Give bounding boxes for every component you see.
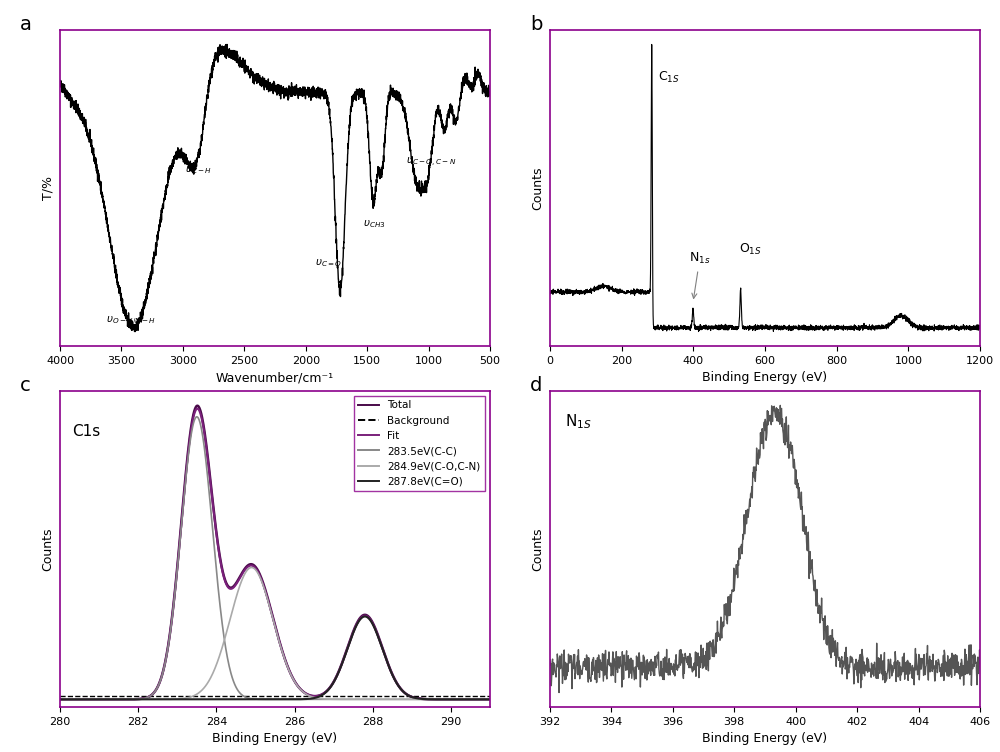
Text: $\upsilon_{C=O}$: $\upsilon_{C=O}$ xyxy=(315,258,343,269)
Text: C1s: C1s xyxy=(72,423,100,438)
X-axis label: Wavenumber/cm⁻¹: Wavenumber/cm⁻¹ xyxy=(216,371,334,384)
Text: b: b xyxy=(530,15,542,34)
Y-axis label: Counts: Counts xyxy=(41,527,54,571)
Text: O$_{1S}$: O$_{1S}$ xyxy=(739,242,762,257)
Text: $\upsilon_{O-H/N-H}$: $\upsilon_{O-H/N-H}$ xyxy=(106,315,156,328)
Text: $\upsilon_{C-O,C-N}$: $\upsilon_{C-O,C-N}$ xyxy=(406,156,456,169)
X-axis label: Binding Energy (eV): Binding Energy (eV) xyxy=(702,732,828,745)
Text: $\upsilon_{C-H}$: $\upsilon_{C-H}$ xyxy=(185,164,212,176)
Text: $\upsilon_{CH3}$: $\upsilon_{CH3}$ xyxy=(363,218,386,230)
Text: c: c xyxy=(20,376,31,395)
X-axis label: Binding Energy (eV): Binding Energy (eV) xyxy=(702,371,828,384)
Y-axis label: T/%: T/% xyxy=(41,176,54,200)
Text: N$_{1S}$: N$_{1S}$ xyxy=(565,412,592,431)
X-axis label: Binding Energy (eV): Binding Energy (eV) xyxy=(212,732,338,745)
Legend: Total, Background, Fit, 283.5eV(C-C), 284.9eV(C-O,C-N), 287.8eV(C=O): Total, Background, Fit, 283.5eV(C-C), 28… xyxy=(354,396,485,490)
Text: N$_{1s}$: N$_{1s}$ xyxy=(689,251,710,299)
Text: d: d xyxy=(530,376,542,395)
Y-axis label: Counts: Counts xyxy=(531,166,544,210)
Y-axis label: Counts: Counts xyxy=(531,527,544,571)
Text: C$_{1S}$: C$_{1S}$ xyxy=(658,70,679,85)
Text: a: a xyxy=(20,15,32,34)
